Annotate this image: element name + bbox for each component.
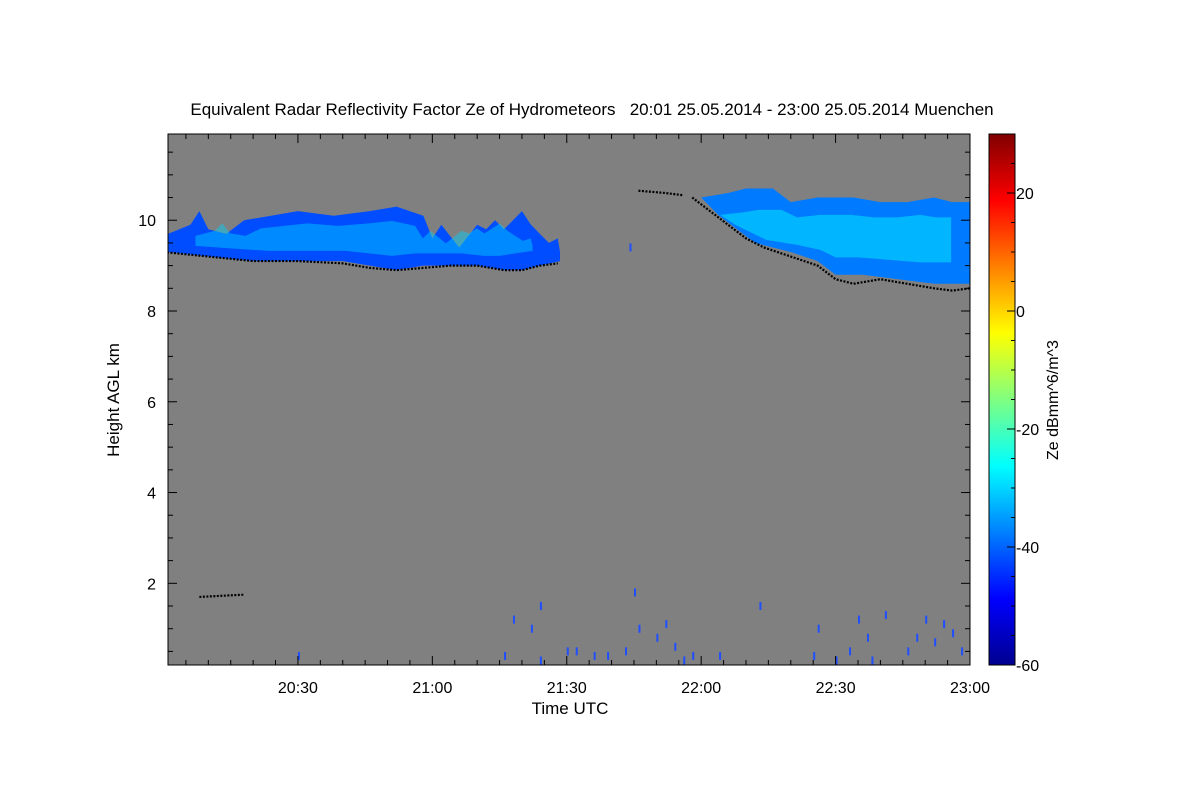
cirrus-layer-1-core: [195, 220, 533, 256]
noise-pixel: [907, 647, 910, 656]
noise-pixel: [625, 647, 628, 656]
cloud-layers: [168, 188, 970, 284]
x-axis: 20:30 21:00 21:30 22:00 22:30 23:00: [185, 134, 990, 697]
noise-pixel: [575, 647, 578, 656]
colorbar-tick-label: -40: [1016, 540, 1039, 557]
noise-pixel: [916, 633, 919, 642]
noise-pixel: [884, 611, 887, 620]
noise-pixel: [857, 615, 860, 624]
noise-pixel: [683, 656, 686, 665]
x-tick-label: 20:30: [278, 680, 318, 697]
noise-pixel: [871, 656, 874, 665]
colorbar-tick-label: -60: [1016, 658, 1039, 675]
noise-pixel: [849, 647, 852, 656]
noise-pixel: [813, 651, 816, 660]
noise-pixel: [566, 647, 569, 656]
noise-pixel: [512, 615, 515, 624]
y-tick-label: 6: [147, 395, 156, 412]
plot-frame: [167, 133, 971, 666]
cirrus-layer-2-core: [719, 209, 952, 263]
noise-pixel: [835, 656, 838, 665]
cloud-base-line: [168, 251, 558, 272]
noise-pixel: [633, 588, 636, 597]
cloud-base-detections: [168, 189, 970, 599]
noise-pixel: [638, 624, 641, 633]
noise-pixel: [656, 633, 659, 642]
y-axis-label: Height AGL km: [104, 343, 123, 457]
noise-pixel: [593, 651, 596, 660]
x-tick-label: 21:00: [412, 680, 452, 697]
noise-pixel: [539, 602, 542, 610]
x-tick-label: 22:00: [681, 680, 721, 697]
noise-pixel: [665, 620, 668, 629]
x-tick-label: 22:30: [816, 680, 856, 697]
colorbar-tick-label: 0: [1016, 304, 1025, 321]
noise-pixel: [504, 651, 507, 660]
noise-pixel: [925, 615, 928, 624]
noise-pixel: [692, 651, 695, 660]
colorbar-tick-label: -20: [1016, 422, 1039, 439]
noise-echoes: [297, 243, 964, 665]
x-axis-label: Time UTC: [532, 699, 609, 718]
noise-pixel: [530, 624, 533, 633]
noise-pixel: [961, 647, 964, 656]
cirrus-layer-1: [168, 206, 561, 271]
colorbar-label: Ze dBmm^6/m^3: [1045, 340, 1062, 460]
noise-pixel: [952, 629, 955, 638]
cloud-base-line: [691, 196, 970, 292]
noise-pixel: [759, 602, 762, 610]
noise-pixel: [817, 624, 820, 633]
cloud-base-line: [638, 189, 684, 197]
y-tick-label: 10: [138, 213, 156, 230]
noise-pixel: [719, 651, 722, 660]
noise-pixel: [629, 243, 632, 252]
x-tick-label: 23:00: [950, 680, 990, 697]
y-tick-label: 4: [147, 486, 156, 503]
noise-pixel: [943, 620, 946, 629]
cloud-base-line: [199, 593, 245, 599]
cirrus-layer-2: [701, 188, 970, 284]
noise-pixel: [539, 656, 542, 665]
noise-pixel: [297, 651, 300, 660]
colorbar-axis: 20 0 -20 -40 -60: [1007, 133, 1039, 675]
noise-pixel: [607, 651, 610, 660]
y-tick-label: 2: [147, 576, 156, 593]
chart-title: Equivalent Radar Reflectivity Factor Ze …: [190, 100, 993, 119]
noise-pixel: [674, 642, 677, 651]
noise-pixel: [934, 638, 937, 647]
x-tick-label: 21:30: [547, 680, 587, 697]
y-tick-label: 8: [147, 304, 156, 321]
colorbar-tick-label: 20: [1016, 186, 1034, 203]
y-axis: 2 4 6 8 10: [138, 151, 970, 652]
noise-pixel: [866, 633, 869, 642]
